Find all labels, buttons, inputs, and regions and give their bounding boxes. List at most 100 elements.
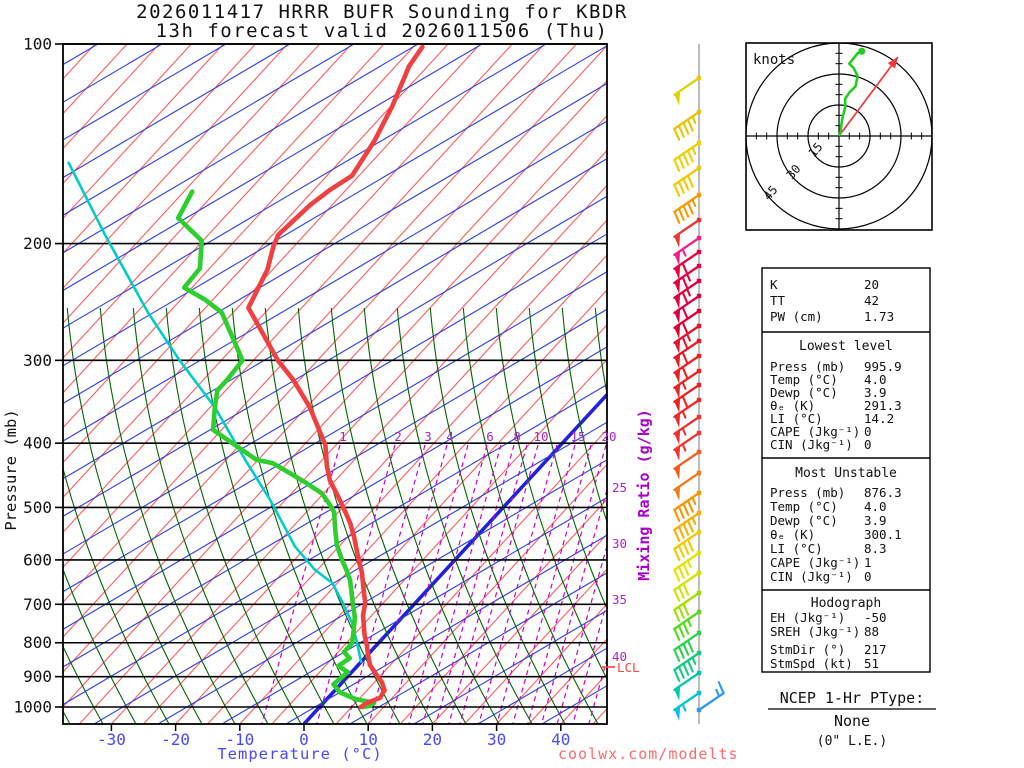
isotherm-line [63, 44, 256, 255]
isotherm-line [63, 44, 385, 394]
dry-adiabat-line [0, 44, 34, 724]
panel-row-value: 0 [864, 424, 872, 439]
wind-barb [673, 397, 702, 428]
moist-adiabat-line [330, 307, 467, 724]
wind-barb [673, 590, 702, 622]
mixing-ratio-line [459, 444, 539, 724]
panel-row-label: Press (mb) [770, 359, 845, 374]
isotherm-line [496, 603, 607, 724]
isotherm-line [63, 114, 607, 708]
dry-adiabat-line [63, 44, 163, 103]
panel-row-label: StmSpd (kt) [770, 656, 853, 671]
panel-row-value: 291.3 [864, 398, 902, 413]
panel-row-label: StmDir (°) [770, 642, 845, 657]
dry-adiabat-line [63, 45, 607, 367]
panel-row-label: LI (°C) [770, 411, 823, 426]
isotherm-line [110, 184, 607, 724]
wind-barb [673, 109, 702, 141]
pressure-tick-label: 200 [23, 234, 52, 253]
wind-barb-column [673, 44, 725, 724]
pressure-tick-label: 1000 [13, 698, 52, 717]
panel-row-value: 300.1 [864, 527, 902, 542]
skewt-background-grid [0, 44, 607, 724]
temperature-tick-label: -10 [225, 730, 254, 749]
sounding-curves [67, 44, 425, 710]
temperature-tick-label: -30 [97, 730, 126, 749]
moist-adiabat-line [132, 307, 269, 724]
panel-header-hodograph: Hodograph [811, 596, 881, 611]
panel-row-value: 20 [864, 277, 879, 292]
panel-row-label: CAPE (Jkg⁻¹) [770, 424, 860, 439]
mixing-ratio-tick-label: 3 [424, 429, 432, 444]
dry-adiabat-line [63, 346, 607, 668]
mixing-ratio-line [368, 444, 448, 724]
mixing-ratio-line [261, 444, 341, 724]
moist-adiabat-line [495, 307, 607, 681]
panel-row-value: 995.9 [864, 359, 902, 374]
panel-row-value: 8.3 [864, 541, 887, 556]
panel-row-value: 88 [864, 624, 879, 639]
wind-barb [673, 192, 702, 224]
wind-barb [673, 470, 702, 501]
panel-row-value: 876.3 [864, 485, 902, 500]
isotherm-line [78, 149, 607, 724]
mixing-ratio-line [422, 444, 502, 724]
mixing-ratio-right-label: 30 [612, 536, 627, 551]
mixing-ratio-line [346, 444, 426, 724]
dry-adiabat-line [221, 496, 607, 724]
mixing-ratio-tick-label: 15 [570, 429, 585, 444]
moist-adiabat-line [63, 567, 137, 724]
moist-adiabat-line [264, 307, 401, 724]
wind-barb [673, 338, 702, 369]
moist-adiabat-line [462, 307, 599, 724]
plot-border [62, 43, 608, 725]
wind-barb [673, 249, 702, 280]
moist-adiabat-line [66, 307, 203, 724]
temperature-tick-label: 10 [359, 730, 378, 749]
wind-barb [673, 308, 702, 339]
dry-adiabat-line [157, 459, 607, 724]
isotherm-line [63, 44, 607, 638]
wind-barb [673, 323, 702, 354]
isotherm-line [63, 44, 449, 464]
panel-row-label: EH (Jkg⁻¹) [770, 610, 845, 625]
wind-barb [673, 382, 702, 413]
pressure-tick-label: 300 [23, 351, 52, 370]
mixing-ratio-line [435, 444, 515, 724]
panel-row-value: 0 [864, 437, 872, 452]
panel-row-label: CIN (Jkg⁻¹) [770, 437, 853, 452]
isotherm-line [143, 219, 607, 724]
pressure-tick-label: 500 [23, 498, 52, 517]
pressure-tick-label: 400 [23, 434, 52, 453]
pressure-tick-label: 600 [23, 550, 52, 569]
temperature-tick-label: 0 [299, 730, 309, 749]
isotherm-line [431, 533, 607, 724]
moist-adiabat-line [63, 466, 170, 724]
wind-barb [673, 550, 702, 582]
temperature-axis-label: Temperature (°C) [217, 745, 382, 763]
ptype-value: None [834, 712, 870, 730]
temperature-trace [246, 44, 425, 710]
panel-row-value: 4.0 [864, 499, 887, 514]
panel-row-label: TT [770, 293, 786, 308]
dry-adiabat-line [63, 308, 607, 630]
isotherm-line [207, 289, 607, 724]
isotherm-line [63, 44, 96, 80]
panel-row-value: -50 [864, 610, 887, 625]
mixing-ratio-line [389, 444, 469, 724]
mixing-ratio-line [540, 489, 607, 724]
dry-adiabat-line [63, 82, 607, 405]
wind-barb [673, 670, 702, 701]
panel-row-label: PW (cm) [770, 309, 823, 324]
mixing-ratio-line [496, 444, 576, 724]
dry-adiabat-line [349, 572, 607, 724]
watermark: coolwx.com/modelts [558, 745, 739, 763]
ptype-title: NCEP 1-Hr PType: [780, 689, 925, 707]
parcel-trace [67, 161, 363, 664]
mixing-ratio-right-label: 35 [612, 592, 627, 607]
ptype-extra: (0" L.E.) [817, 734, 887, 749]
temperature-tick-label: -20 [161, 730, 190, 749]
dry-adiabat-line [63, 44, 547, 329]
